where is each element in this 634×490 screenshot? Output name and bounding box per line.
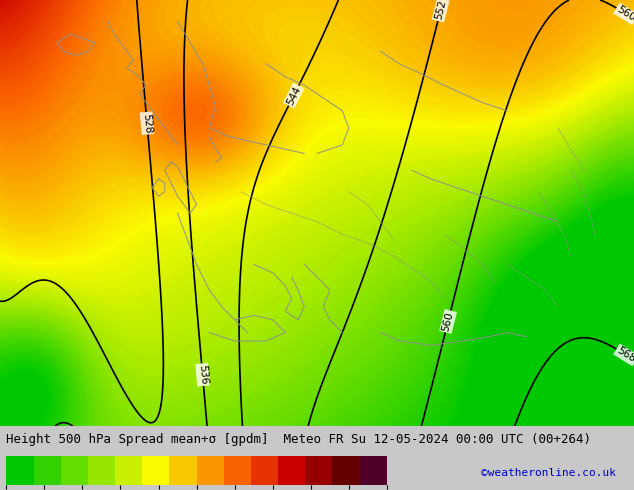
Bar <box>61 456 88 485</box>
Text: 528: 528 <box>141 113 153 134</box>
Bar <box>34 456 61 485</box>
Bar <box>115 456 142 485</box>
Bar <box>169 456 197 485</box>
Text: ©weatheronline.co.uk: ©weatheronline.co.uk <box>481 468 616 478</box>
Bar <box>332 456 359 485</box>
Bar <box>142 456 169 485</box>
Bar <box>88 456 115 485</box>
Bar <box>251 456 278 485</box>
Text: 544: 544 <box>285 84 302 107</box>
Bar <box>224 456 251 485</box>
Text: 560: 560 <box>615 4 634 23</box>
Bar <box>197 456 224 485</box>
Bar <box>6 456 34 485</box>
Text: Height 500 hPa Spread mean+σ [gpdm]  Meteo FR Su 12-05-2024 00:00 UTC (00+264): Height 500 hPa Spread mean+σ [gpdm] Mete… <box>6 433 592 446</box>
Text: 536: 536 <box>197 365 209 385</box>
Text: 560: 560 <box>441 311 455 332</box>
Text: 568: 568 <box>615 345 634 365</box>
Bar <box>305 456 332 485</box>
Bar <box>278 456 305 485</box>
Text: 552: 552 <box>434 0 448 21</box>
Bar <box>359 456 387 485</box>
